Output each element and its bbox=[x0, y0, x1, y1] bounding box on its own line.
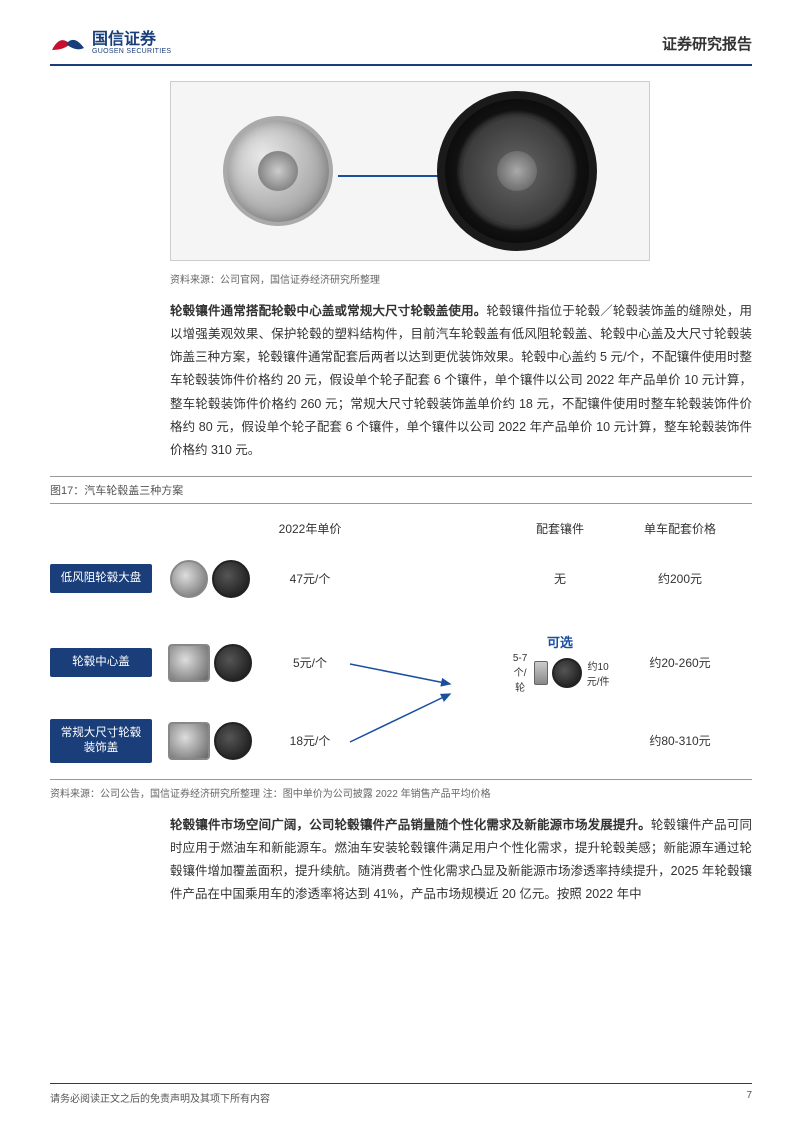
logo-text: 国信证券 GUOSEN SECURITIES bbox=[92, 32, 171, 55]
wheel-tiny-icon bbox=[552, 658, 582, 688]
figure17-note: 资料来源：公司公告，国信证券经济研究所整理 注：图中单价为公司披露 2022 年… bbox=[50, 779, 752, 800]
para1-bold: 轮毂镶件通常搭配轮毂中心盖或常规大尺寸轮毂盖使用。 bbox=[170, 304, 486, 318]
figure17-table: 2022年单价 配套镶件 单车配套价格 低风阻轮毂大盘 47元/个 无 约200… bbox=[50, 514, 752, 773]
row1-insert: 无 bbox=[510, 570, 610, 587]
row2-thumbs bbox=[160, 644, 260, 682]
table-row: 轮毂中心盖 5元/个 可选 5-7个/轮 约10元/件 约20-260元 bbox=[50, 631, 752, 695]
row1-price: 47元/个 bbox=[260, 570, 360, 587]
row2-total: 约20-260元 bbox=[610, 654, 750, 671]
footer-disclaimer: 请务必阅读正文之后的免责声明及其项下所有内容 bbox=[50, 1090, 270, 1105]
report-type-label: 证券研究报告 bbox=[662, 33, 752, 54]
row2-label: 轮毂中心盖 bbox=[50, 648, 152, 677]
th-total: 单车配套价格 bbox=[610, 520, 750, 537]
optional-label: 可选 bbox=[510, 632, 610, 651]
company-name-en: GUOSEN SECURITIES bbox=[92, 48, 171, 55]
row3-total: 约80-310元 bbox=[610, 732, 750, 749]
para2-bold: 轮毂镶件市场空间广阔，公司轮毂镶件产品销量随个性化需求及新能源市场发展提升。 bbox=[170, 818, 651, 832]
th-unit-price: 2022年单价 bbox=[260, 520, 360, 537]
insert-chip-icon bbox=[534, 661, 548, 685]
page-header: 国信证券 GUOSEN SECURITIES 证券研究报告 bbox=[50, 30, 752, 66]
wheel-thumb-icon bbox=[170, 560, 208, 598]
wheel-thumb-icon bbox=[214, 644, 252, 682]
para1-text: 轮毂镶件指位于轮毂／轮毂装饰盖的缝隙处，用以增强美观效果、保护轮毂的塑料结构件，… bbox=[170, 304, 752, 457]
figure-source: 资料来源：公司官网，国信证券经济研究所整理 bbox=[170, 271, 752, 286]
hub-thumb-icon bbox=[168, 722, 210, 760]
footer-page-number: 7 bbox=[746, 1090, 752, 1105]
table-row: 低风阻轮毂大盘 47元/个 无 约200元 bbox=[50, 547, 752, 611]
optional-insert-block: 可选 5-7个/轮 约10元/件 bbox=[510, 632, 610, 694]
hub-thumb-icon bbox=[168, 644, 210, 682]
paragraph-2: 轮毂镶件市场空间广阔，公司轮毂镶件产品销量随个性化需求及新能源市场发展提升。轮毂… bbox=[170, 814, 752, 907]
figure-hub-wheel bbox=[170, 81, 650, 261]
company-name-cn: 国信证券 bbox=[92, 32, 171, 48]
paragraph-1: 轮毂镶件通常搭配轮毂中心盖或常规大尺寸轮毂盖使用。轮毂镶件指位于轮毂／轮毂装饰盖… bbox=[170, 300, 752, 462]
row1-total: 约200元 bbox=[610, 570, 750, 587]
page-footer: 请务必阅读正文之后的免责声明及其项下所有内容 7 bbox=[50, 1083, 752, 1105]
row2-price: 5元/个 bbox=[260, 654, 360, 671]
row3-thumbs bbox=[160, 722, 260, 760]
wheel-image bbox=[437, 91, 597, 251]
row1-label: 低风阻轮毂大盘 bbox=[50, 564, 152, 593]
hub-cap-image bbox=[223, 116, 333, 226]
th-insert: 配套镶件 bbox=[510, 520, 610, 537]
row1-thumbs bbox=[160, 560, 260, 598]
table-header-row: 2022年单价 配套镶件 单车配套价格 bbox=[50, 514, 752, 547]
row3-price: 18元/个 bbox=[260, 732, 360, 749]
optional-price: 约10元/件 bbox=[586, 658, 610, 688]
logo-area: 国信证券 GUOSEN SECURITIES bbox=[50, 30, 171, 56]
wheel-thumb-icon bbox=[212, 560, 250, 598]
figure17-caption: 图17：汽车轮毂盖三种方案 bbox=[50, 476, 752, 504]
table-row: 常规大尺寸轮毂 装饰盖 18元/个 约80-310元 bbox=[50, 709, 752, 773]
wheel-thumb-icon bbox=[214, 722, 252, 760]
row3-label: 常规大尺寸轮毂 装饰盖 bbox=[50, 719, 152, 763]
optional-qty: 5-7个/轮 bbox=[510, 653, 530, 694]
company-logo-icon bbox=[50, 30, 86, 56]
